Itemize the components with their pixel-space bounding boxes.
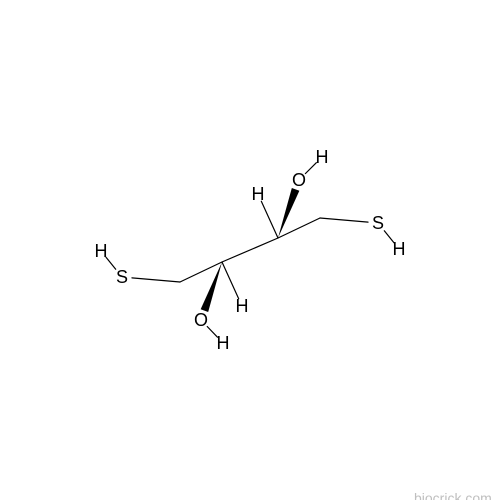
atom-label-s: S xyxy=(372,213,384,233)
atom-label-h: H xyxy=(217,333,230,353)
atom-label-h: H xyxy=(316,147,329,167)
molecule-diagram: SHSHOHOHHH xyxy=(0,0,500,500)
bond-line xyxy=(320,218,368,222)
atom-label-h: H xyxy=(95,241,108,261)
bond-wedge xyxy=(201,262,222,312)
atom-label-h: H xyxy=(236,296,249,316)
bond-wedge xyxy=(278,188,299,238)
atom-label-o: O xyxy=(194,310,208,330)
bond-line xyxy=(132,278,180,282)
bond-line xyxy=(222,262,239,299)
atom-label-h: H xyxy=(252,184,265,204)
bond-line xyxy=(222,238,278,262)
atom-label-s: S xyxy=(116,267,128,287)
atom-label-h: H xyxy=(393,239,406,259)
watermark-text: biocrick.com xyxy=(414,490,492,500)
bond-line xyxy=(261,201,278,238)
atom-label-o: O xyxy=(292,170,306,190)
